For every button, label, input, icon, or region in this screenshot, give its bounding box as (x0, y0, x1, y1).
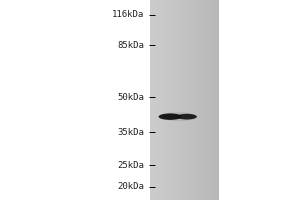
Text: 20kDa: 20kDa (117, 182, 144, 191)
Text: 35kDa: 35kDa (117, 128, 144, 137)
Bar (155, 0, 157, 200)
Bar (150, 0, 152, 200)
Text: 50kDa: 50kDa (117, 93, 144, 102)
Text: 116kDa: 116kDa (112, 10, 144, 19)
Bar (190, 0, 191, 200)
Bar (184, 0, 186, 200)
Bar (198, 0, 200, 200)
Ellipse shape (158, 113, 182, 120)
Bar (160, 0, 162, 200)
Bar (159, 0, 161, 200)
Bar (171, 0, 172, 200)
Bar (186, 0, 188, 200)
Bar (183, 0, 184, 200)
Bar (193, 0, 195, 200)
Bar (200, 0, 202, 200)
Bar (205, 0, 207, 200)
Bar (214, 0, 216, 200)
Bar (179, 0, 181, 200)
Bar (172, 0, 174, 200)
Bar (166, 0, 167, 200)
Bar (169, 0, 171, 200)
Bar (157, 0, 159, 200)
Bar (181, 0, 183, 200)
Bar (217, 0, 219, 200)
Ellipse shape (161, 112, 196, 121)
Bar (209, 0, 210, 200)
Bar (196, 0, 198, 200)
Bar (195, 0, 196, 200)
Text: 25kDa: 25kDa (117, 161, 144, 170)
Ellipse shape (177, 114, 197, 120)
Bar (152, 0, 154, 200)
Bar (203, 0, 205, 200)
Bar (162, 0, 164, 200)
Bar (167, 0, 169, 200)
Bar (174, 0, 176, 200)
Bar (153, 0, 155, 200)
Bar (207, 0, 209, 200)
Bar (191, 0, 193, 200)
Bar (202, 0, 203, 200)
Bar (176, 0, 178, 200)
Text: 85kDa: 85kDa (117, 41, 144, 50)
Bar (188, 0, 190, 200)
Bar (210, 0, 212, 200)
Bar (178, 0, 179, 200)
Bar (164, 0, 166, 200)
Bar (212, 0, 214, 200)
Bar (215, 0, 217, 200)
